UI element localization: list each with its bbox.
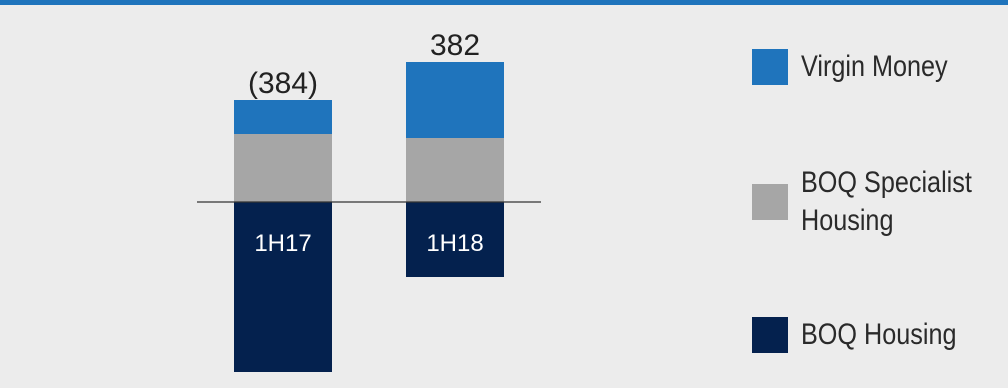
legend-swatch-boq-housing — [752, 316, 788, 353]
bar-segment-boq-specialist-housing-1h18 — [406, 138, 504, 202]
stacked-bar-chart: 1H17 (384) 1H18 382 — [197, 29, 541, 372]
total-label-1h18: 382 — [430, 29, 480, 62]
legend-item-boq-specialist-housing: BOQ Specialist Housing — [752, 164, 1008, 240]
legend-item-virgin-money: Virgin Money — [752, 48, 976, 85]
top-accent-line — [0, 0, 1008, 5]
total-label-1h17: (384) — [248, 67, 318, 100]
bar-segment-boq-specialist-housing-1h17 — [234, 134, 332, 202]
legend-label-boq-housing: BOQ Housing — [801, 318, 957, 351]
legend-swatch-boq-specialist-housing — [752, 184, 788, 220]
category-label-1h18: 1H18 — [426, 230, 483, 257]
legend-label-virgin-money: Virgin Money — [801, 50, 948, 83]
legend-swatch-virgin-money — [752, 48, 788, 85]
category-label-1h17: 1H17 — [254, 230, 311, 257]
legend-label-boq-specialist-housing: BOQ Specialist Housing — [801, 166, 972, 237]
bar-segment-boq-housing-1h17 — [234, 202, 332, 372]
legend: Virgin Money BOQ Specialist Housing BOQ … — [752, 0, 1008, 388]
legend-item-boq-housing: BOQ Housing — [752, 316, 986, 353]
bar-segment-virgin-money-1h17 — [234, 100, 332, 134]
bar-segment-boq-housing-1h18 — [406, 202, 504, 277]
bar-segment-virgin-money-1h18 — [406, 62, 504, 138]
